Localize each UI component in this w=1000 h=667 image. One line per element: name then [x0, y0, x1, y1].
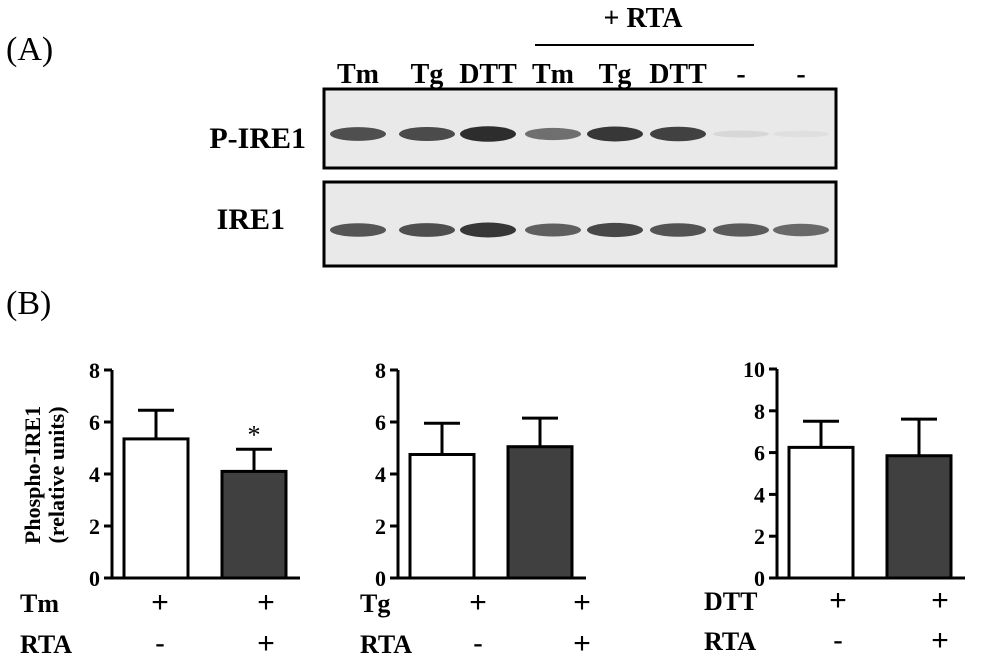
condition-row-label: Tg	[360, 589, 390, 618]
condition-sign: +	[151, 586, 169, 619]
y-tick-label: 2	[89, 514, 100, 539]
blot-band	[587, 126, 643, 142]
blot-band	[713, 223, 769, 237]
blot-band	[460, 126, 516, 142]
bar-chart-tm: 0 2 4 6 8 * Tm + + RTA - +	[20, 358, 300, 660]
y-tick-label: 0	[89, 566, 100, 591]
bar-chart-tg: 0 2 4 6 8 Tg + + RTA - +	[360, 358, 591, 660]
y-tick-label: 8	[89, 358, 100, 383]
blot-p-ire1	[322, 87, 838, 170]
blot-band	[773, 223, 829, 237]
blot-band	[650, 223, 706, 237]
y-tick-label: 2	[375, 514, 386, 539]
y-axis-label-line2: (relative units)	[44, 406, 69, 543]
y-tick-label: 8	[375, 358, 386, 383]
y-tick-label: 4	[89, 462, 100, 487]
blot-band	[773, 130, 829, 138]
condition-sign: +	[573, 627, 591, 660]
significance-marker: *	[248, 420, 261, 449]
blot-ire1	[322, 180, 838, 268]
lane-labels: Tm Tg DTT Tm Tg DTT - -	[337, 59, 806, 90]
blot-band	[713, 130, 769, 138]
blot-band	[525, 223, 581, 237]
condition-row-label: DTT	[704, 587, 757, 616]
blot-band	[525, 127, 581, 141]
bar	[220, 469, 288, 580]
y-tick-label: 6	[89, 410, 100, 435]
blot-band	[650, 126, 706, 142]
condition-sign: -	[155, 627, 165, 660]
condition-sign: +	[573, 586, 591, 619]
lane-label: DTT	[649, 59, 707, 90]
lane-label: Tg	[411, 59, 444, 90]
bar	[506, 445, 574, 580]
lane-label: Tm	[532, 59, 574, 90]
condition-sign: -	[473, 627, 483, 660]
bar-chart-dtt: 0 2 4 6 8 10 DTT + + RTA - +	[704, 357, 965, 657]
condition-sign: +	[931, 624, 949, 657]
y-tick-label: 4	[754, 482, 765, 507]
blot-band	[399, 223, 455, 237]
y-tick-label: 0	[375, 566, 386, 591]
blot-band	[460, 222, 516, 238]
condition-row-label: RTA	[20, 630, 72, 659]
panel-a-label: (A)	[6, 31, 53, 68]
y-axis-label-line1: Phospho-IRE1	[20, 406, 45, 544]
bar	[885, 454, 953, 580]
condition-sign: -	[833, 624, 843, 657]
blot-label-p-ire1: P-IRE1	[209, 122, 306, 155]
condition-sign: +	[257, 627, 275, 660]
blot-frame	[322, 180, 838, 268]
blot-band	[330, 127, 386, 141]
y-tick-label: 6	[754, 441, 765, 466]
y-tick-label: 8	[754, 399, 765, 424]
bar	[787, 445, 855, 580]
panel-b-label: (B)	[6, 285, 51, 322]
bar	[122, 437, 190, 580]
y-tick-label: 10	[743, 357, 765, 382]
rta-header: + RTA	[603, 3, 683, 34]
bar	[408, 453, 476, 580]
lane-label: -	[796, 59, 805, 90]
condition-sign: +	[469, 586, 487, 619]
lane-label: DTT	[459, 59, 517, 90]
lane-label: Tg	[599, 59, 632, 90]
y-tick-label: 6	[375, 410, 386, 435]
condition-row-label: RTA	[704, 627, 756, 656]
lane-label: Tm	[337, 59, 379, 90]
y-tick-label: 2	[754, 524, 765, 549]
blot-band	[330, 223, 386, 237]
y-tick-label: 0	[754, 566, 765, 591]
lane-label: -	[736, 59, 745, 90]
condition-row-label: RTA	[360, 630, 412, 659]
blot-band	[399, 127, 455, 141]
condition-sign: +	[931, 584, 949, 617]
condition-sign: +	[257, 586, 275, 619]
blot-label-ire1: IRE1	[217, 203, 285, 236]
y-tick-label: 4	[375, 462, 386, 487]
condition-row-label: Tm	[20, 589, 59, 618]
blot-band	[587, 222, 643, 238]
condition-sign: +	[829, 584, 847, 617]
blot-frame	[322, 87, 838, 170]
